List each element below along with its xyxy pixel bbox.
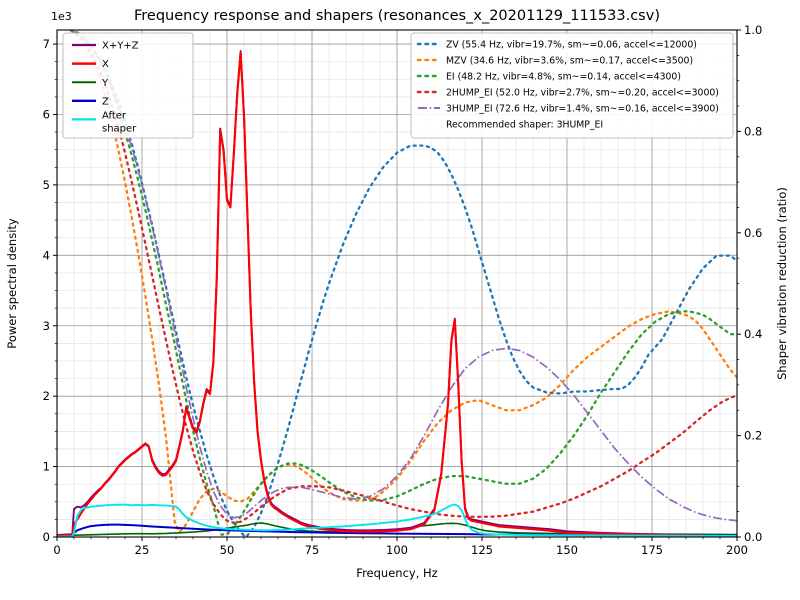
xtick-label: 50 <box>220 543 235 557</box>
xtick-label: 25 <box>135 543 150 557</box>
shaper-legend-label: EI (48.2 Hz, vibr=4.8%, sm~=0.14, accel<… <box>446 72 681 83</box>
shaper-legend-label: 3HUMP_EI (72.6 Hz, vibr=1.4%, sm~=0.16, … <box>446 104 719 115</box>
xtick-label: 75 <box>305 543 320 557</box>
y-axis-label-right: Shaper vibration reduction (ratio) <box>775 187 789 380</box>
recommended-shaper-label: Recommended shaper: 3HUMP_EI <box>446 120 603 131</box>
shaper-legend-label: ZV (55.4 Hz, vibr=19.7%, sm~=0.06, accel… <box>446 40 697 51</box>
x-axis-label: Frequency, Hz <box>356 566 437 580</box>
axis-ticks: 0 25 50 75 100 125 150 175 200 0 1 2 3 4 5 6 7 0.0 0.2 0.4 0… <box>43 23 763 557</box>
shaper-legend-label: MZV (34.6 Hz, vibr=3.6%, sm~=0.17, accel… <box>446 56 693 67</box>
shaper-legend: ZV (55.4 Hz, vibr=19.7%, sm~=0.06, accel… <box>410 32 734 139</box>
psd-legend-label: X+Y+Z <box>102 41 139 52</box>
shaper-curves <box>69 30 737 537</box>
ytick-label-right: 0.2 <box>744 429 762 443</box>
ytick-label-right: 0.4 <box>744 327 762 341</box>
shaper-legend-label: 2HUMP_EI (52.0 Hz, vibr=2.7%, sm~=0.20, … <box>446 88 719 99</box>
y-axis-offset-text: 1e3 <box>51 10 72 23</box>
chart-title: Frequency response and shapers (resonanc… <box>134 8 660 24</box>
ytick-label-left: 7 <box>43 37 50 51</box>
ytick-label-left: 6 <box>43 108 50 122</box>
xtick-label: 0 <box>53 543 60 557</box>
psd-legend-label: Z <box>102 96 109 107</box>
ytick-label-right: 0.6 <box>744 226 762 240</box>
xtick-label: 100 <box>386 543 408 557</box>
psd-legend-label: Y <box>101 78 109 89</box>
ytick-label-left: 0 <box>43 530 50 544</box>
psd-curves <box>57 50 737 537</box>
shaper-curve-2hump_ei <box>69 30 737 524</box>
ytick-label-right: 0.0 <box>744 530 762 544</box>
ytick-label-right: 0.8 <box>744 124 762 138</box>
xtick-label: 200 <box>726 543 748 557</box>
psd-curve-x <box>57 51 705 537</box>
shaper-curve-zv <box>69 30 737 537</box>
psd-curve-after-shaper <box>57 503 737 537</box>
y-axis-label-left: Power spectral density <box>5 218 19 349</box>
shaper-legend-box <box>410 32 734 139</box>
shaper-curve-ei <box>69 30 737 536</box>
ytick-label-left: 5 <box>43 178 50 192</box>
xtick-label: 150 <box>556 543 578 557</box>
psd-legend-box <box>62 32 194 139</box>
psd-legend: X+Y+Z XYZ After shaper <box>62 32 194 139</box>
ytick-label-right: 1.0 <box>744 23 762 37</box>
ytick-label-left: 3 <box>43 319 50 333</box>
ytick-label-left: 2 <box>43 389 50 403</box>
psd-legend-label: After <box>102 110 127 121</box>
psd-legend-label: shaper <box>102 123 137 134</box>
psd-legend-label: X <box>102 59 109 70</box>
xtick-label: 125 <box>471 543 493 557</box>
xtick-label: 175 <box>641 543 663 557</box>
ytick-label-left: 4 <box>43 248 50 262</box>
ytick-label-left: 1 <box>43 460 50 474</box>
